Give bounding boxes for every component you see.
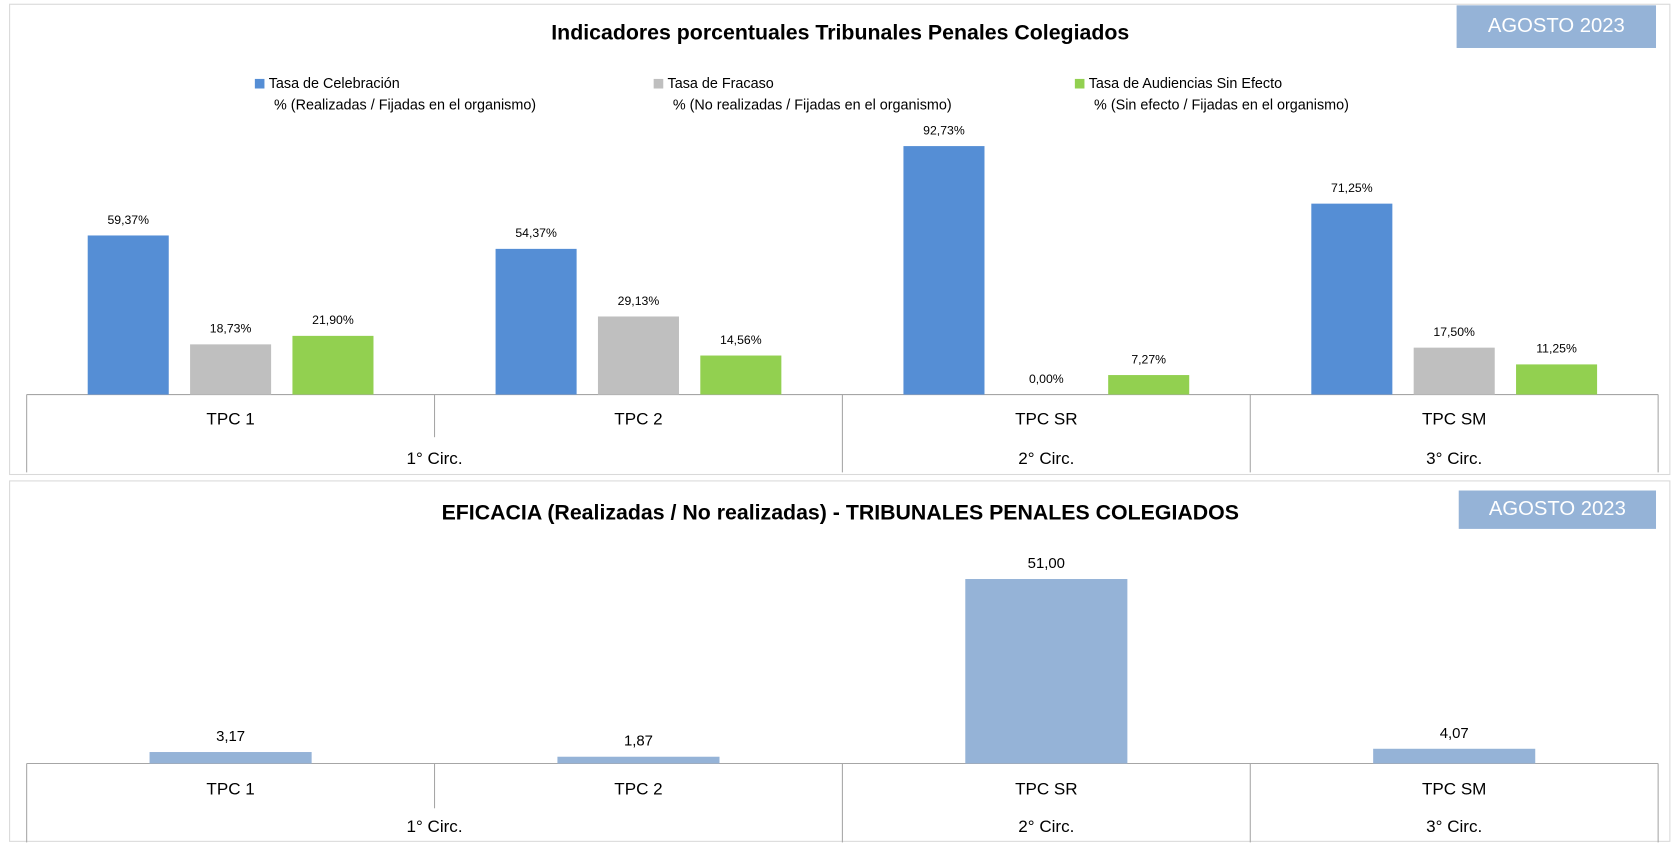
x-tick-label: TPC 1 <box>206 410 254 429</box>
data-label: 0,00% <box>1029 372 1064 386</box>
legend-description: % (Realizadas / Fijadas en el organismo) <box>274 97 536 113</box>
badge-text: AGOSTO 2023 <box>1488 15 1625 37</box>
data-label: 11,25% <box>1536 342 1577 356</box>
data-label: 17,50% <box>1433 325 1475 339</box>
bar <box>495 248 577 395</box>
bar <box>903 146 985 395</box>
bar <box>700 355 782 395</box>
group-label: 2° Circ. <box>1018 817 1074 836</box>
x-tick-label: TPC SR <box>1015 410 1078 429</box>
x-tick-label: TPC SR <box>1015 780 1078 799</box>
legend-marker <box>1074 78 1085 89</box>
x-tick-label: TPC 1 <box>206 780 254 799</box>
group-label: 3° Circ. <box>1426 449 1482 468</box>
data-label: 29,13% <box>618 294 660 308</box>
group-label: 3° Circ. <box>1426 817 1482 836</box>
data-label: 7,27% <box>1131 352 1166 366</box>
legend-label: Tasa de Celebración <box>269 76 400 92</box>
badge <box>1458 490 1657 529</box>
bar <box>1311 203 1393 395</box>
data-label: 21,90% <box>312 313 354 327</box>
data-label: 59,37% <box>107 213 149 227</box>
data-label: 1,87 <box>624 733 653 750</box>
legend-marker <box>254 78 265 89</box>
bar <box>1413 347 1495 395</box>
group-label: 1° Circ. <box>406 449 462 468</box>
bar <box>1108 375 1190 395</box>
badge <box>1456 5 1657 48</box>
x-tick-label: TPC SM <box>1422 410 1486 429</box>
chart-frame <box>9 3 1671 476</box>
legend-label: Tasa de Audiencias Sin Efecto <box>1089 76 1282 92</box>
data-label: 14,56% <box>720 333 762 347</box>
legend-label: Tasa de Fracaso <box>668 76 774 92</box>
data-label: 51,00 <box>1028 555 1065 572</box>
bar <box>557 756 720 764</box>
x-tick-label: TPC SM <box>1422 780 1486 799</box>
bar <box>149 752 312 764</box>
bar <box>190 344 272 395</box>
badge-text: AGOSTO 2023 <box>1489 498 1626 520</box>
data-label: 3,17 <box>216 728 245 745</box>
bar <box>597 316 679 395</box>
data-label: 18,73% <box>210 322 252 336</box>
data-label: 92,73% <box>923 123 965 137</box>
chart-title: Indicadores porcentuales Tribunales Pena… <box>551 21 1129 45</box>
bar <box>1516 364 1598 395</box>
data-label: 54,37% <box>515 226 557 240</box>
chart-title: EFICACIA (Realizadas / No realizadas) - … <box>442 501 1239 525</box>
data-label: 71,25% <box>1331 181 1373 195</box>
bar <box>87 235 169 395</box>
bar <box>292 335 374 395</box>
legend-marker <box>653 78 664 89</box>
data-label: 4,07 <box>1440 725 1469 742</box>
legend-description: % (No realizadas / Fijadas en el organis… <box>673 97 952 113</box>
group-label: 1° Circ. <box>406 817 462 836</box>
legend-description: % (Sin efecto / Fijadas en el organismo) <box>1094 97 1349 113</box>
chart-frame <box>9 480 1671 842</box>
x-tick-label: TPC 2 <box>614 410 662 429</box>
bar <box>1373 748 1536 764</box>
group-label: 2° Circ. <box>1018 449 1074 468</box>
bar <box>965 579 1128 764</box>
x-tick-label: TPC 2 <box>614 780 662 799</box>
